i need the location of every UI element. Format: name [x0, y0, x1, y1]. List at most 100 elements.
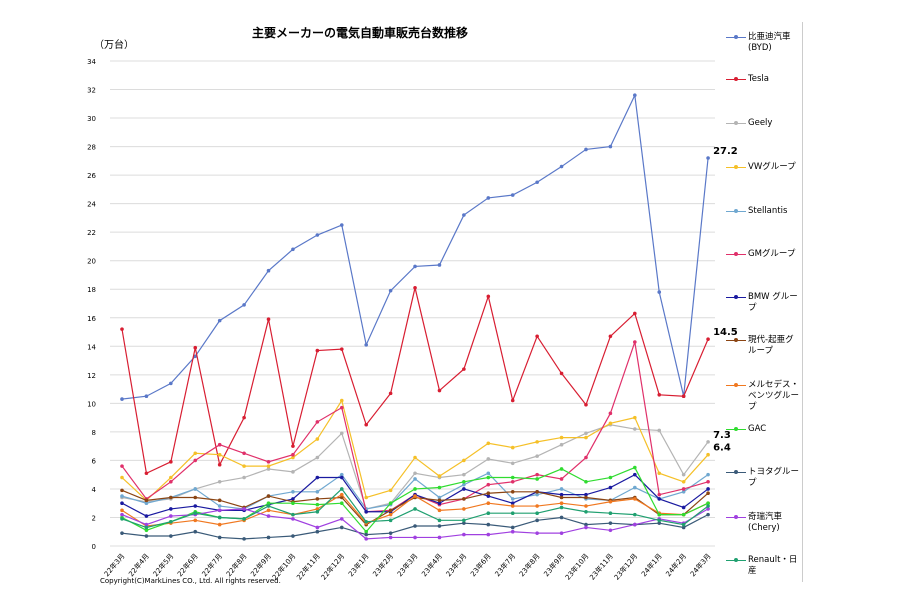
- data-point: [339, 223, 344, 227]
- data-point: [364, 532, 369, 537]
- data-point: [535, 511, 539, 515]
- data-point: [559, 505, 564, 510]
- legend-label: トヨタグループ: [748, 467, 800, 488]
- x-tick-label: 23年8月: [517, 552, 541, 579]
- data-point: [291, 497, 295, 501]
- data-point: [315, 529, 320, 534]
- x-tick-label: 23年9月: [542, 552, 566, 579]
- data-point: [706, 507, 710, 511]
- legend-label: Geely: [748, 118, 773, 128]
- data-point: [413, 477, 417, 481]
- data-point: [266, 460, 271, 464]
- data-point: [559, 435, 564, 440]
- data-point: [437, 508, 442, 513]
- data-point: [633, 522, 637, 527]
- data-point: [217, 498, 222, 503]
- data-point: [413, 286, 417, 290]
- data-point: [169, 495, 173, 500]
- data-point: [437, 498, 442, 503]
- legend-item: 現代-起亜グループ: [726, 335, 802, 357]
- data-point: [510, 504, 515, 508]
- data-point: [681, 480, 686, 484]
- data-point: [510, 511, 515, 515]
- legend-item: GAC: [726, 424, 802, 435]
- data-point: [462, 507, 466, 511]
- legend-item: BMW グループ: [726, 292, 802, 314]
- data-point: [462, 497, 466, 501]
- y-tick-label: 34: [87, 58, 96, 66]
- legend-label: BMW グループ: [748, 292, 798, 313]
- data-point: [120, 494, 124, 498]
- data-point: [535, 180, 539, 185]
- data-point: [681, 487, 686, 491]
- data-point: [144, 501, 149, 506]
- data-point: [633, 427, 637, 431]
- data-point: [633, 512, 637, 517]
- legend-label: 奇瑞汽車(Chery): [748, 512, 783, 533]
- data-point: [633, 93, 637, 98]
- data-point: [510, 501, 515, 506]
- data-point: [657, 492, 662, 497]
- x-tick-label: 23年3月: [395, 552, 419, 579]
- x-tick-label: 23年2月: [371, 552, 395, 579]
- y-tick-label: 4: [92, 486, 97, 494]
- data-point: [510, 489, 515, 494]
- data-point: [510, 461, 515, 466]
- data-point: [193, 511, 198, 515]
- data-point: [584, 492, 588, 497]
- data-point: [291, 452, 295, 457]
- data-point: [706, 480, 710, 484]
- data-point: [364, 509, 369, 514]
- data-point: [535, 531, 539, 535]
- data-point: [657, 521, 662, 525]
- data-point: [144, 522, 149, 527]
- data-point: [510, 398, 515, 403]
- data-point: [437, 495, 442, 500]
- data-point: [120, 488, 124, 493]
- data-point: [559, 492, 564, 497]
- legend-item: GMグループ: [726, 249, 802, 260]
- data-point: [315, 420, 320, 424]
- x-tick-label: 22年12月: [319, 552, 346, 582]
- legend-label: Tesla: [748, 74, 769, 84]
- data-point: [217, 522, 222, 527]
- data-label: 7.3: [713, 430, 731, 441]
- data-point: [657, 428, 662, 433]
- data-point: [413, 471, 417, 476]
- data-point: [535, 489, 539, 494]
- legend-swatch: [726, 512, 746, 523]
- data-point: [486, 294, 491, 299]
- data-point: [120, 475, 124, 480]
- y-tick-label: 24: [87, 201, 96, 209]
- data-point: [120, 508, 124, 513]
- legend-label: メルセデス・ベンツグループ: [748, 380, 800, 412]
- data-point: [388, 501, 393, 506]
- data-point: [462, 213, 466, 217]
- legend-swatch: [726, 74, 746, 85]
- data-point: [120, 397, 124, 401]
- data-point: [315, 489, 320, 494]
- data-point: [706, 512, 710, 517]
- data-point: [437, 388, 442, 393]
- data-point: [266, 508, 271, 513]
- data-point: [193, 451, 198, 456]
- data-point: [339, 517, 344, 521]
- data-point: [535, 492, 539, 497]
- data-point: [339, 525, 344, 530]
- data-point: [413, 507, 417, 511]
- data-point: [462, 482, 466, 487]
- data-point: [486, 501, 491, 506]
- data-point: [584, 480, 588, 484]
- x-tick-label: 23年7月: [493, 552, 517, 579]
- data-point: [388, 391, 393, 396]
- data-point: [242, 464, 246, 468]
- data-point: [584, 435, 588, 440]
- x-tick-label: 24年1月: [639, 552, 663, 579]
- data-point: [510, 475, 515, 480]
- data-point: [120, 327, 124, 331]
- y-tick-label: 32: [87, 87, 96, 95]
- data-point: [388, 512, 393, 517]
- data-point: [584, 522, 588, 527]
- data-point: [584, 147, 588, 152]
- data-point: [486, 441, 491, 446]
